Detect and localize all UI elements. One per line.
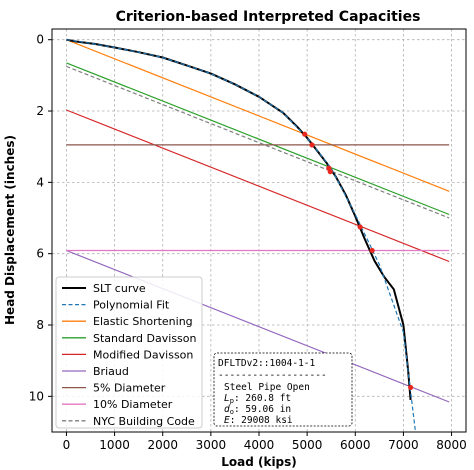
x-tick-label: 8000 [436, 438, 467, 452]
y-tick-label: 6 [36, 247, 44, 261]
x-tick-label: 3000 [196, 438, 227, 452]
legend-label-polynomial-fit: Polynomial Fit [93, 299, 170, 312]
series-layer [66, 38, 450, 433]
x-tick-label: 2000 [147, 438, 178, 452]
info-line-0: DFLTDv2::1004-1-1 [218, 358, 316, 369]
series-polynomial-fit [66, 39, 417, 433]
y-tick-label: 10 [29, 389, 44, 403]
legend: SLT curve Polynomial Fit Elastic Shortenin… [55, 276, 203, 429]
series-modified-davisson [66, 109, 450, 263]
legend-label-slt-curve: SLT curve [93, 282, 146, 295]
info-box-frame [213, 352, 353, 427]
series-standard-davisson [66, 62, 450, 216]
intersection-point [408, 384, 414, 391]
intersection-point [369, 247, 375, 254]
y-tick-label: 0 [36, 33, 44, 47]
x-axis-ticks: 0 1000 2000 3000 4000 5000 6000 7000 8000 [63, 432, 467, 452]
series-briaud [66, 249, 450, 403]
intersection-point [357, 224, 363, 230]
legend-label-briaud: Briaud [93, 365, 129, 378]
info-line-2: Steel Pipe Open [224, 382, 310, 393]
series-elastic-shortening [66, 39, 450, 192]
info-param-modulus: E: 29008 ksi [224, 415, 293, 426]
y-tick-label: 4 [36, 175, 44, 189]
info-param-length: Lp: 260.8 ft [224, 393, 291, 405]
legend-frame [55, 276, 203, 429]
x-tick-label: 0 [63, 438, 71, 452]
legend-label-modified-davisson: Modified Davisson [93, 348, 193, 361]
legend-label-10-diameter: 10% Diameter [93, 398, 173, 411]
intersection-point [309, 142, 315, 148]
info-line-1: ------------------- [218, 370, 327, 381]
x-tick-label: 4000 [244, 438, 275, 452]
x-tick-label: 6000 [340, 438, 371, 452]
legend-label-elastic-shortening: Elastic Shortening [93, 315, 193, 328]
intersection-point [302, 131, 308, 137]
x-tick-label: 5000 [292, 438, 323, 452]
legend-label-nyc-building-code: NYC Building Code [93, 415, 195, 428]
legend-label-5-diameter: 5% Diameter [93, 382, 166, 395]
y-axis-ticks: 0 2 4 6 8 10 [29, 33, 52, 403]
legend-label-standard-davisson: Standard Davisson [93, 332, 197, 345]
series-nyc-building-code [66, 65, 450, 219]
info-param-diameter: do: 59.06 in [224, 404, 291, 416]
chart-title: Criterion-based Interpreted Capacities [116, 9, 421, 25]
y-tick-label: 2 [36, 104, 44, 118]
y-tick-label: 8 [36, 318, 44, 332]
y-axis-label: Head Displacement (inches) [3, 135, 17, 325]
intersection-point [327, 169, 333, 175]
x-tick-label: 1000 [99, 438, 130, 452]
x-axis-label: Load (kips) [221, 455, 297, 469]
x-tick-label: 7000 [388, 438, 419, 452]
intersection-points [302, 131, 414, 391]
info-box: DFLTDv2::1004-1-1 ------------------- St… [213, 352, 353, 427]
